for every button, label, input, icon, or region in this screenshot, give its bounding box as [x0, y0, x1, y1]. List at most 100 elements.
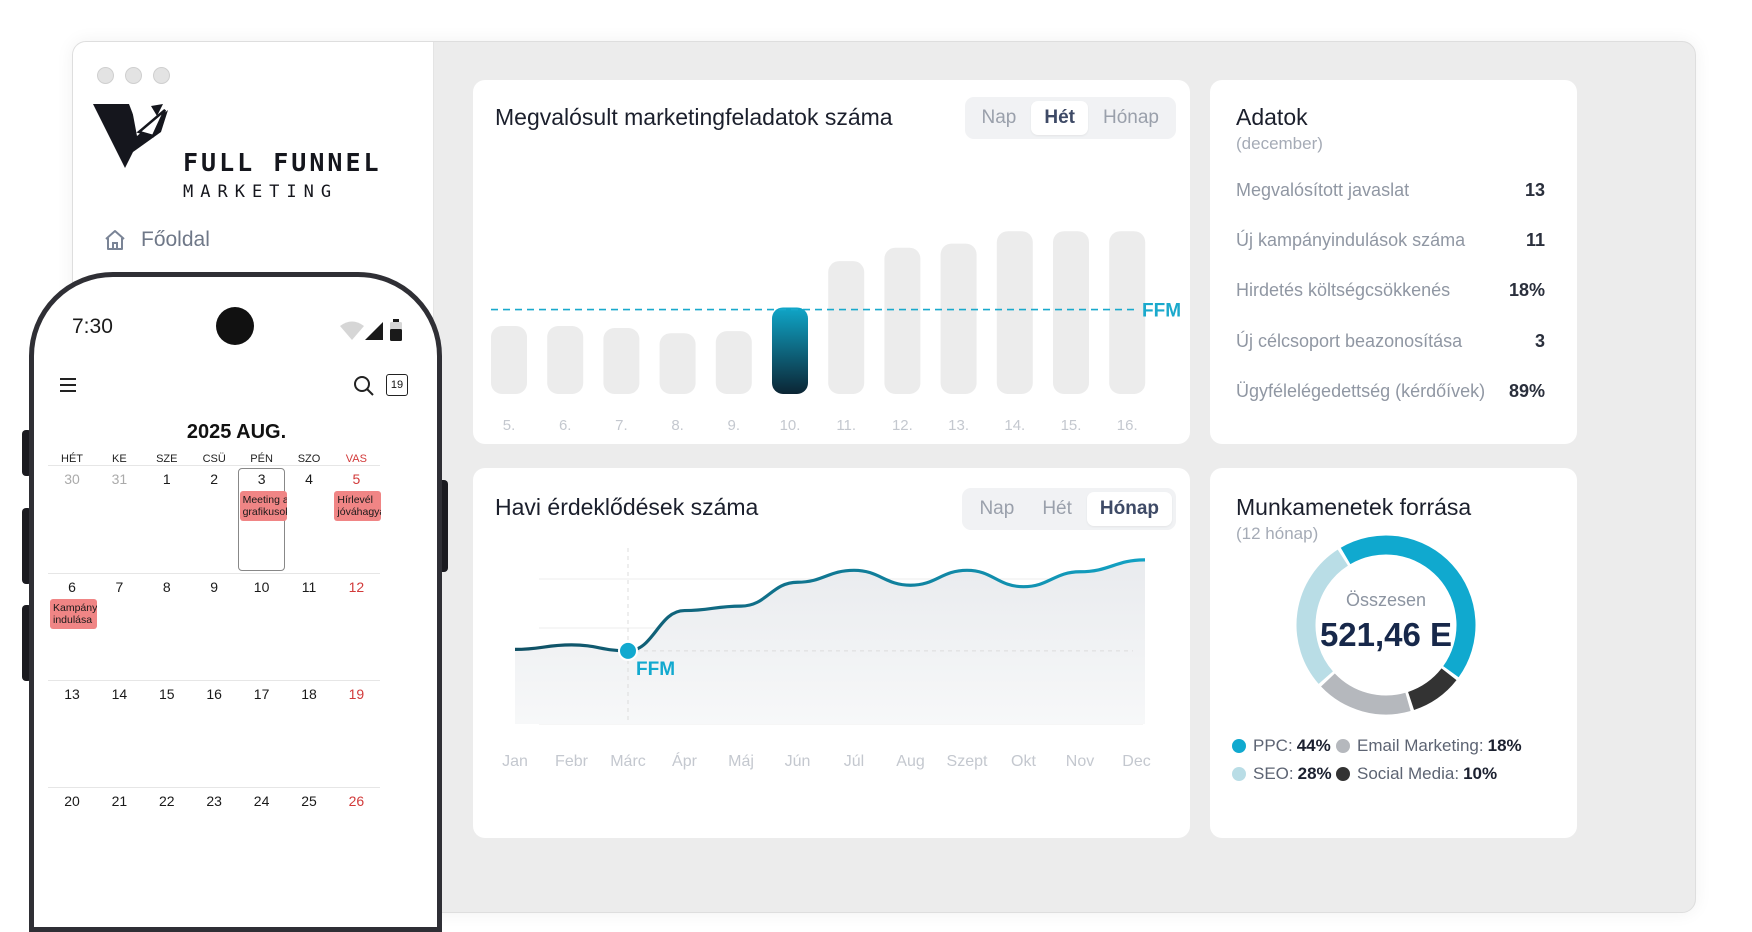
window-dot-close[interactable] [97, 67, 114, 84]
calendar-month-title: 2025 AUG. [186, 421, 287, 443]
stat-value: 11 [1525, 230, 1545, 250]
donut-center-value: 521,46 E [1319, 616, 1453, 653]
x-tick-label: Jan [502, 753, 528, 770]
calendar-day[interactable]: 23 [206, 793, 222, 809]
calendar-event[interactable]: Hírlevéljóváhagyás [334, 491, 382, 521]
calendar-day[interactable]: 4 [305, 471, 313, 487]
calendar-day[interactable]: 20 [64, 793, 80, 809]
x-tick-label: Febr [555, 753, 589, 770]
calendar-day[interactable]: 16 [206, 686, 222, 702]
calendar-day[interactable]: 7 [115, 579, 124, 595]
brand-logo[interactable]: FULL FUNNEL MARKETING [93, 104, 397, 220]
legend-label: Email Marketing: [1357, 736, 1484, 755]
calendar-day[interactable]: 2 [210, 471, 219, 487]
bar-highlighted [772, 307, 808, 394]
calendar-day[interactable]: 21 [111, 793, 128, 809]
donut-slice-seo [1296, 549, 1349, 684]
stat-label: Hirdetés költségcsökkenés [1236, 280, 1451, 300]
calendar-event[interactable]: Meeting a grafikusok [239, 491, 287, 521]
tab-nap[interactable]: Nap [981, 107, 1017, 128]
search-icon[interactable] [353, 375, 375, 397]
calendar-day[interactable]: 11 [301, 579, 317, 595]
calendar-day[interactable]: 6 [68, 579, 76, 595]
logo-mark-icon [93, 104, 168, 168]
calendar-day[interactable]: 8 [162, 579, 171, 595]
sidebar-item-home[interactable]: Főoldal [103, 228, 210, 252]
camera-hole [216, 307, 254, 345]
calendar-day[interactable]: 31 [111, 471, 128, 487]
bar [884, 247, 921, 394]
calendar-day[interactable]: 13 [64, 686, 80, 702]
event-text: jóváhagyás [337, 506, 381, 518]
window-dot-minimize[interactable] [125, 67, 142, 84]
tab-het[interactable]: Hét [1042, 498, 1072, 519]
today-badge[interactable]: 19 [386, 374, 408, 396]
tab-nap[interactable]: Nap [979, 498, 1015, 519]
weekday-header: VAS [345, 453, 367, 465]
event-text: grafikusok [242, 506, 287, 518]
x-tick-label: 13. [948, 417, 969, 434]
calendar-day[interactable]: 17 [253, 686, 270, 702]
phone-side-button [22, 508, 32, 584]
brand-line2: MARKETING [183, 182, 339, 202]
tab-het[interactable]: Hét [1031, 101, 1088, 135]
sessions-card-title: Munkamenetek forrása [1236, 494, 1472, 520]
calendar-day[interactable]: 1 [162, 471, 171, 487]
donut-slice-social-media [1407, 668, 1457, 710]
stats-card-title: Adatok [1236, 104, 1308, 130]
calendar-day[interactable]: 19 [348, 686, 365, 702]
legend-swatch [1336, 767, 1350, 781]
sessions-card-subtitle: (12 hónap) [1236, 524, 1319, 543]
calendar-day[interactable]: 22 [159, 793, 175, 809]
bar [715, 331, 752, 394]
x-tick-label: 12. [892, 417, 913, 434]
legend-swatch [1336, 739, 1350, 753]
event-text: Meeting a [242, 494, 287, 506]
tasks-card-title: Megvalósult marketingfeladatok száma [495, 104, 893, 130]
tab-honap[interactable]: Hónap [1103, 107, 1159, 128]
bar [996, 231, 1033, 394]
calendar-day[interactable]: 3 [257, 471, 266, 487]
donut-center-label: Összesen [1345, 590, 1427, 610]
calendar-day[interactable]: 10 [253, 579, 270, 595]
x-tick-label: 5. [503, 417, 516, 434]
x-tick-label: 16. [1117, 417, 1138, 434]
benchmark-label: FFM [1142, 301, 1181, 322]
bar [547, 326, 584, 394]
tab-honap[interactable]: Hónap [1086, 492, 1172, 526]
inquiries-card: Havi érdeklődések száma Nap Hét Hónap FF… [473, 468, 1190, 838]
x-tick-label: Máj [728, 753, 754, 770]
calendar-day[interactable]: 24 [253, 793, 270, 809]
calendar-day[interactable]: 18 [301, 686, 317, 702]
window-dot-maximize[interactable] [153, 67, 170, 84]
legend-item-social: Social Media: 10% [1336, 764, 1497, 784]
calendar-event[interactable]: Kampány indulása [50, 599, 97, 629]
weekday-header: SZE [156, 453, 178, 465]
x-tick-label: 8. [671, 417, 684, 434]
stat-label: Megvalósított javaslat [1236, 180, 1410, 200]
calendar-day[interactable]: 25 [301, 793, 317, 809]
signal-icon [365, 322, 383, 340]
event-text: Hírlevél [337, 494, 373, 506]
legend-label: SEO: [1253, 764, 1294, 783]
calendar-day[interactable]: 30 [64, 471, 80, 487]
inquiries-card-title: Havi érdeklődések száma [495, 494, 759, 520]
phone-mockup: 7:30 19 2025 AUG. HÉT KE SZE CSÜ PÉN SZO VAS 30… [29, 272, 442, 932]
brand-line1: FULL FUNNEL [183, 148, 382, 177]
menu-icon[interactable] [60, 377, 78, 393]
x-tick-label: 14. [1004, 417, 1025, 434]
legend-label: Social Media: [1357, 764, 1460, 783]
calendar-day[interactable]: 12 [348, 579, 365, 595]
x-tick-label: 11. [836, 417, 856, 434]
week-divider [48, 465, 380, 466]
stats-card: Adatok (december) Megvalósított javaslat… [1210, 80, 1577, 444]
calendar-day[interactable]: 14 [111, 686, 128, 702]
calendar-day[interactable]: 5 [352, 471, 361, 487]
calendar-day[interactable]: 26 [348, 793, 365, 809]
calendar-day[interactable]: 15 [159, 686, 175, 702]
calendar-day[interactable]: 9 [210, 579, 219, 595]
stat-row: Hirdetés költségcsökkenés 18% [1236, 280, 1545, 301]
weekday-header: SZO [297, 453, 321, 465]
donut-slice-email-marketing [1321, 673, 1411, 715]
x-tick-label: 7. [615, 417, 628, 434]
